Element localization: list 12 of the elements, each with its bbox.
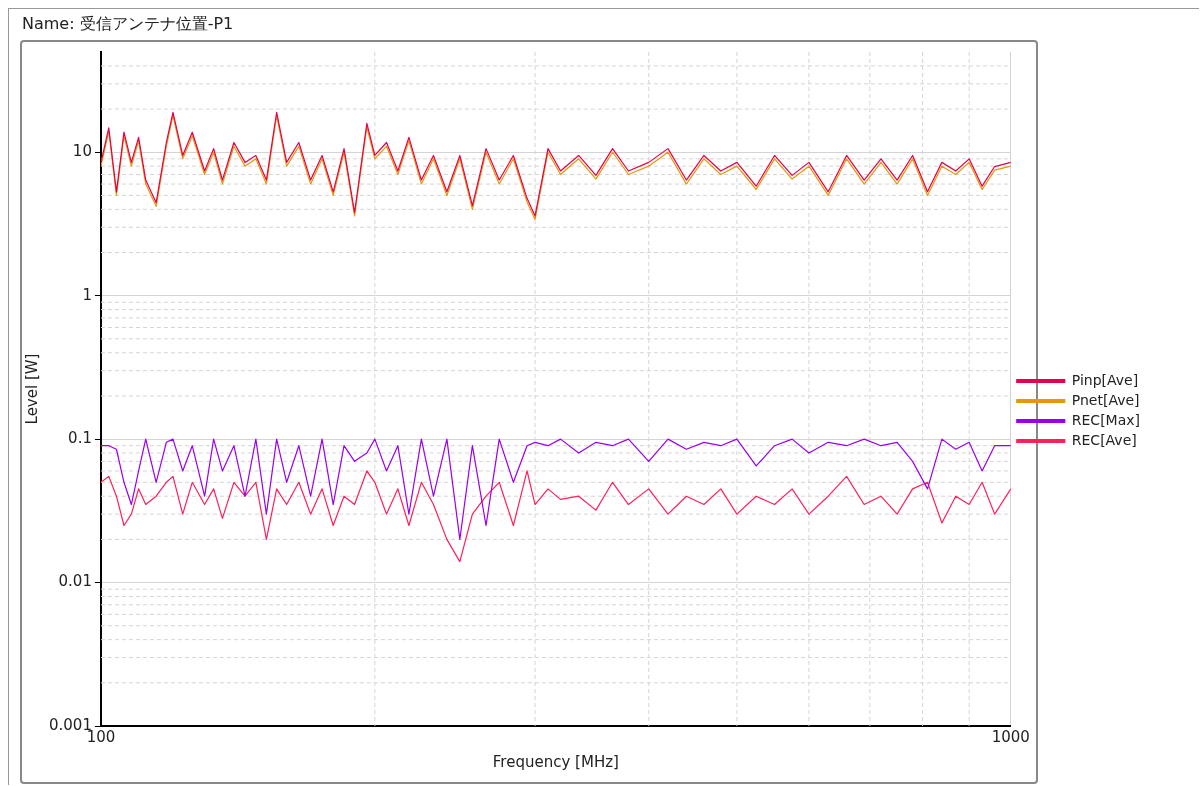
y-axis-title: Level [W] [22, 353, 41, 425]
y-tick-label: 0.1 [68, 429, 92, 448]
y-tick-label: 1 [82, 285, 92, 304]
x-axis-title: Frequency [MHz] [492, 752, 619, 771]
x-tick-label: 1000 [991, 727, 1030, 746]
legend-label: REC[Max] [1071, 411, 1140, 428]
y-tick-label: 10 [72, 142, 92, 161]
legend-label: REC[Ave] [1071, 431, 1137, 448]
legend-label: Pnet[Ave] [1071, 391, 1140, 408]
chart-title: Name: 受信アンテナ位置-P1 [22, 14, 234, 35]
y-tick-label: 0.01 [58, 572, 92, 591]
legend-label: Pinp[Ave] [1071, 371, 1139, 388]
